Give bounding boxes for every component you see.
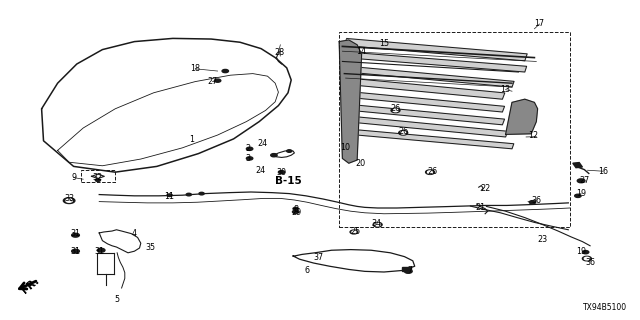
Circle shape [246, 157, 253, 160]
Text: 33: 33 [64, 194, 74, 203]
Circle shape [222, 69, 228, 73]
Circle shape [582, 251, 589, 254]
Circle shape [72, 249, 79, 253]
Text: 30: 30 [276, 168, 287, 177]
Text: 24: 24 [257, 140, 268, 148]
Text: 22: 22 [480, 184, 490, 193]
Polygon shape [347, 66, 514, 87]
Circle shape [426, 170, 435, 174]
Circle shape [293, 207, 298, 210]
Circle shape [352, 231, 356, 233]
Bar [339, 32, 570, 227]
Circle shape [246, 147, 253, 150]
Text: 6: 6 [305, 266, 310, 275]
Circle shape [373, 222, 382, 227]
Circle shape [375, 223, 380, 226]
Text: 7: 7 [407, 266, 412, 275]
Polygon shape [344, 52, 527, 72]
Circle shape [278, 171, 285, 174]
Circle shape [393, 109, 398, 112]
Text: 34: 34 [371, 220, 381, 228]
Text: 26: 26 [398, 127, 408, 136]
Circle shape [95, 179, 100, 181]
Text: 31: 31 [94, 247, 104, 256]
Circle shape [350, 230, 358, 234]
Text: 23: 23 [538, 236, 548, 244]
Text: 26: 26 [427, 167, 437, 176]
Bar [81, 170, 115, 182]
Text: 31: 31 [70, 229, 81, 238]
Text: 14: 14 [356, 47, 367, 56]
Circle shape [66, 199, 72, 202]
Circle shape [529, 201, 536, 204]
Polygon shape [506, 99, 538, 134]
Text: 24: 24 [255, 166, 266, 175]
Polygon shape [573, 163, 582, 168]
Text: FR.: FR. [20, 276, 42, 295]
Polygon shape [352, 116, 508, 137]
Circle shape [404, 269, 412, 273]
Circle shape [399, 131, 408, 135]
Text: 10: 10 [340, 143, 351, 152]
Circle shape [577, 179, 585, 183]
Text: 20: 20 [355, 159, 365, 168]
Text: 19: 19 [576, 189, 586, 198]
Circle shape [428, 171, 433, 173]
Circle shape [186, 193, 191, 196]
Text: 13: 13 [500, 85, 511, 94]
Text: 15: 15 [379, 39, 389, 48]
Text: 1: 1 [189, 135, 195, 144]
Circle shape [63, 198, 75, 204]
Circle shape [214, 79, 221, 82]
Text: 16: 16 [598, 167, 608, 176]
Circle shape [391, 108, 400, 113]
Text: 4: 4 [132, 229, 137, 238]
Text: 27: 27 [207, 77, 218, 86]
Text: 27: 27 [579, 176, 589, 185]
Text: 9: 9 [71, 173, 76, 182]
Text: 37: 37 [314, 253, 324, 262]
Circle shape [582, 256, 591, 261]
Circle shape [287, 150, 292, 152]
Polygon shape [357, 130, 514, 149]
Circle shape [401, 132, 406, 134]
Polygon shape [351, 105, 504, 125]
Text: 28: 28 [275, 48, 285, 57]
Text: 8: 8 [294, 205, 299, 214]
Text: 17: 17 [534, 20, 545, 28]
Polygon shape [344, 38, 527, 61]
Circle shape [97, 248, 105, 252]
Text: 35: 35 [145, 244, 156, 252]
Circle shape [584, 257, 589, 260]
Text: 3: 3 [246, 154, 251, 163]
Text: 2: 2 [246, 144, 251, 153]
Circle shape [72, 233, 79, 237]
Text: 26: 26 [390, 104, 401, 113]
Polygon shape [351, 92, 504, 112]
Text: 21: 21 [475, 204, 485, 212]
Text: 29: 29 [291, 208, 301, 217]
Polygon shape [339, 40, 362, 163]
Text: 36: 36 [531, 196, 541, 205]
Text: 36: 36 [585, 258, 595, 267]
Circle shape [199, 192, 204, 195]
Text: TX94B5100: TX94B5100 [583, 303, 627, 312]
Text: 5: 5 [115, 295, 120, 304]
Text: 32: 32 [92, 173, 102, 182]
Text: 12: 12 [528, 132, 538, 140]
Bar [402, 267, 411, 271]
Text: 19: 19 [576, 247, 586, 256]
Circle shape [575, 194, 581, 197]
Text: 31: 31 [70, 247, 81, 256]
Text: 11: 11 [164, 192, 175, 201]
Polygon shape [351, 78, 505, 99]
Circle shape [271, 154, 277, 157]
Text: 25: 25 [350, 228, 360, 236]
Circle shape [374, 223, 381, 227]
Circle shape [292, 210, 299, 213]
Text: 18: 18 [190, 64, 200, 73]
Text: B-15: B-15 [275, 176, 302, 186]
Circle shape [167, 194, 172, 196]
